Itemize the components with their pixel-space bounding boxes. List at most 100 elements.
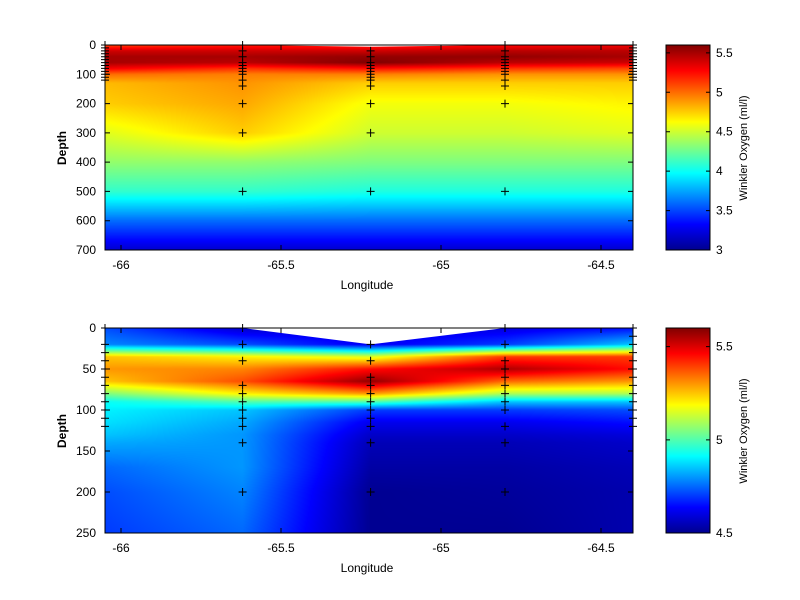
colorbar-tick-label: 4.5 — [716, 526, 733, 540]
colorbar-tick-label: 5.5 — [716, 46, 733, 60]
colorbar-tick-label: 3 — [716, 243, 723, 257]
station-sample-marker — [238, 488, 247, 496]
station-sample-marker — [501, 397, 509, 406]
station-sample-marker — [501, 389, 509, 398]
colorbar-ticks: 4.5 5 5.5 — [666, 340, 733, 540]
colorbar-tick-label: 3.5 — [716, 204, 733, 218]
station-sample-marker — [366, 414, 375, 423]
station-sample-marker — [366, 422, 375, 431]
x-axis-label: Longitude — [341, 278, 394, 292]
y-tick-label: 0 — [89, 38, 96, 52]
station-sample-marker — [366, 356, 375, 365]
colorbar-gradient — [665, 327, 711, 534]
station-sample-marker — [366, 406, 375, 414]
station-sample-marker — [501, 488, 509, 496]
station-sample-marker — [238, 406, 247, 414]
plot-frame — [104, 327, 634, 534]
station-sample-marker — [366, 99, 375, 108]
plot-area: -66 -65.5 -65 -64.5 0 50 100 150 200 250 — [76, 321, 637, 555]
station-sample-marker — [238, 82, 247, 90]
colorbar-tick-label: 5.5 — [716, 340, 733, 354]
y-tick-label: 0 — [89, 321, 96, 335]
station-sample-marker — [501, 340, 509, 349]
x-tick-label: -64.5 — [587, 258, 615, 272]
station-sample-marker — [366, 397, 375, 406]
colorbar-label: Winkler Oxygen (ml/l) — [738, 95, 750, 200]
station-sample-marker — [501, 99, 509, 108]
station-sample-marker — [501, 82, 509, 90]
station-sample-marker — [238, 381, 247, 390]
y-tick-label: 700 — [76, 243, 96, 257]
x-tick-label: -65.5 — [267, 258, 295, 272]
colorbar-tick-label: 5 — [716, 85, 723, 99]
x-tick-label: -65 — [432, 541, 450, 555]
oxygen-field — [105, 328, 633, 533]
station-sample-marker — [238, 356, 247, 365]
panel-upper: -66 -65.5 -65 -64.5 0100200300400500600700 … — [55, 38, 750, 292]
y-axis: 0 100 200 300 400 500 600 700 — [76, 38, 633, 257]
x-tick-label: -64.5 — [587, 541, 615, 555]
station-sample-marker — [238, 389, 247, 398]
colorbar-label: Winkler Oxygen (ml/l) — [738, 378, 750, 483]
y-tick-label: 500 — [76, 184, 96, 198]
y-tick-label: 600 — [76, 214, 96, 228]
station-sample-marker — [366, 488, 375, 496]
y-axis: 0 50 100 150 200 250 — [76, 321, 633, 540]
x-tick-label: -66 — [112, 258, 130, 272]
station-sample-marker — [501, 365, 509, 373]
station-sample-marker — [238, 414, 247, 423]
x-tick-label: -65.5 — [267, 541, 295, 555]
surface-mask — [105, 328, 633, 345]
station-sample-marker — [501, 187, 509, 196]
colorbar-ticks: 3 3.5 4 4.5 5 5.5 — [666, 46, 733, 257]
plot-frame — [104, 44, 634, 251]
station-sample-marker — [366, 373, 375, 382]
station-sample-marker — [238, 340, 247, 349]
y-tick-label: 400 — [76, 155, 96, 169]
station-sample-marker — [366, 128, 375, 137]
colorbar-tick-label: 4.5 — [716, 125, 733, 139]
y-tick-label: 150 — [76, 444, 96, 458]
colorbar: 3 3.5 4 4.5 5 5.5 Winkler Oxygen (ml/l) — [665, 44, 750, 257]
x-tick-label: -66 — [112, 541, 130, 555]
y-tick-label: 200 — [76, 485, 96, 499]
station-sample-marker — [366, 438, 375, 447]
station-sample-marker — [238, 438, 247, 447]
station-sample-marker — [501, 406, 509, 414]
colorbar-tick-label: 4 — [716, 164, 723, 178]
plot-area: -66 -65.5 -65 -64.5 0 100 200 300 400 500 600 700 — [76, 38, 637, 272]
panel-lower: -66 -65.5 -65 -64.5 0 50 100 150 200 250 Longitu… — [55, 321, 750, 575]
colorbar: 4.5 5 5.5 Winkler Oxygen (ml/l) — [665, 327, 750, 540]
x-tick-label: -65 — [432, 258, 450, 272]
x-axis: -66 -65.5 -65 -64.5 — [112, 45, 615, 272]
station-sample-marker — [366, 340, 375, 349]
oxygen-field — [105, 45, 633, 250]
x-axis-label: Longitude — [341, 561, 394, 575]
station-sample-marker — [238, 422, 247, 431]
y-tick-label: 100 — [76, 67, 96, 81]
y-tick-label: 250 — [76, 526, 96, 540]
station-sample-marker — [238, 99, 247, 108]
station-sample-marker — [238, 187, 247, 196]
station-sample-marker — [238, 128, 247, 137]
y-axis-label: Depth — [55, 131, 69, 165]
y-tick-label: 50 — [83, 362, 97, 376]
station-sample-marker — [501, 356, 509, 365]
y-tick-label: 300 — [76, 126, 96, 140]
station-sample-marker — [501, 373, 509, 382]
y-tick-label: 200 — [76, 97, 96, 111]
surface-mask — [105, 45, 633, 47]
y-axis-label: Depth — [55, 414, 69, 448]
x-axis: -66 -65.5 -65 -64.5 — [112, 328, 615, 555]
station-sample-marker — [366, 187, 375, 196]
y-tick-label: 100 — [76, 403, 96, 417]
station-sample-marker — [238, 397, 247, 406]
colorbar-tick-label: 5 — [716, 433, 723, 447]
station-sample-marker — [366, 381, 375, 390]
station-sample-marker — [366, 389, 375, 398]
colorbar-gradient — [665, 44, 711, 251]
station-sample-marker — [501, 438, 509, 447]
station-sample-marker — [501, 381, 509, 390]
station-sample-marker — [366, 82, 375, 90]
